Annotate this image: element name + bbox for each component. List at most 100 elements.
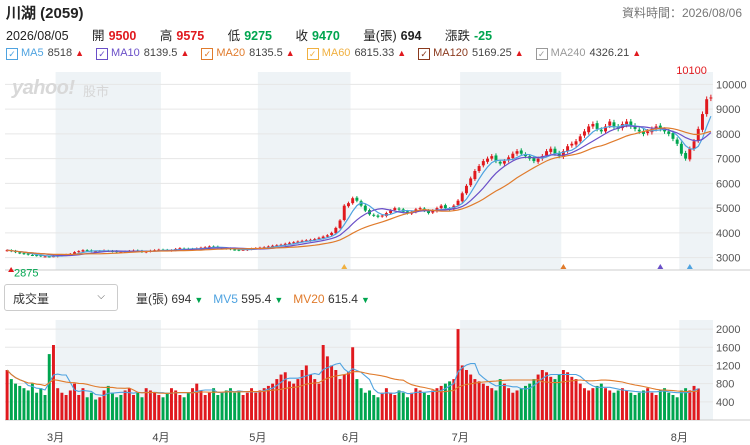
up-triangle-icon: ▲ [397, 48, 407, 58]
candle-body [81, 250, 85, 252]
volume-bar [283, 372, 287, 420]
ma-legend-ma20[interactable]: ✓ MA20 8135.5 ▲ [201, 47, 295, 60]
candle-body [578, 136, 582, 142]
volume-bar [612, 392, 616, 420]
indicator-select[interactable]: 成交量 ⌵ [4, 284, 118, 311]
candle-body [604, 126, 608, 132]
ma-legend-ma60[interactable]: ✓ MA60 6815.33 ▲ [306, 47, 407, 60]
candle-body [595, 123, 599, 129]
down-triangle-icon: ▼ [194, 295, 204, 305]
volume-bar [536, 374, 540, 420]
volume-bar [271, 383, 275, 420]
candle-body [443, 205, 447, 209]
volume-bar [456, 329, 460, 420]
volume-bar [157, 395, 161, 420]
candle-body [22, 253, 26, 255]
candle-body [633, 125, 637, 129]
candle-body [498, 161, 502, 164]
volume-label: 量(張) [363, 29, 397, 43]
price-tick-label: 6000 [716, 178, 740, 190]
volume-bar [671, 395, 675, 420]
volume-bar [641, 390, 645, 420]
volume-bar [557, 374, 561, 420]
candle-body [334, 227, 338, 234]
volume-bar [292, 383, 296, 420]
open-label: 開 [92, 29, 105, 43]
low-value: 9275 [244, 29, 272, 43]
candle-body [30, 254, 34, 256]
candle-body [637, 129, 641, 132]
candle-body [566, 146, 570, 152]
volume-bar [351, 347, 355, 420]
volume-bar [418, 390, 422, 420]
volume-bar [275, 379, 279, 420]
candle-body [287, 242, 291, 244]
ma-legend-ma120[interactable]: ✓ MA120 5169.25 ▲ [418, 47, 524, 60]
volume-bar [599, 383, 603, 420]
volume-bar [64, 395, 68, 420]
volume-bar [549, 376, 553, 420]
checkbox-icon[interactable]: ✓ [418, 48, 431, 60]
candle-body [372, 214, 376, 216]
candle-body [460, 193, 464, 202]
checkbox-icon[interactable]: ✓ [201, 48, 214, 60]
volume-bar [692, 385, 696, 420]
down-triangle-icon: ▼ [274, 295, 284, 305]
candle-body [553, 148, 557, 154]
volume-bar [224, 390, 228, 420]
volume-bar [650, 392, 654, 420]
volume-bar [9, 379, 13, 420]
candle-body [507, 157, 511, 161]
volume-bar [523, 385, 527, 420]
volume-value: 694 [400, 29, 422, 43]
volume-bar [30, 383, 34, 420]
volume-bar [56, 388, 60, 420]
watermark-subtitle: 股市 [83, 84, 110, 99]
volume-bar [608, 390, 612, 420]
ma-legend-ma240[interactable]: ✓ MA240 4326.21 ▲ [535, 47, 641, 60]
change-label: 漲跌 [444, 29, 470, 43]
mv20-line [6, 369, 699, 394]
volume-bar [81, 388, 85, 420]
price-tick-label: 4000 [716, 228, 740, 240]
candle-body [464, 185, 468, 194]
candle-body [549, 148, 553, 152]
volume-bar [368, 390, 372, 420]
candle-body [486, 158, 490, 162]
candle-body [671, 133, 675, 139]
checkbox-icon[interactable]: ✓ [96, 48, 109, 60]
volume-bar [629, 392, 633, 420]
volume-bar [110, 392, 114, 420]
volume-bar [435, 388, 439, 420]
ma-legend-ma10[interactable]: ✓ MA10 8139.5 ▲ [96, 47, 189, 60]
candle-body [359, 201, 363, 206]
volume-bar [477, 381, 481, 420]
volume-legend-item: MV20 615.4 ▼ [293, 292, 370, 306]
month-shade [460, 72, 562, 270]
volume-bar [486, 385, 490, 420]
volume-bar [654, 395, 658, 420]
volume-bar [136, 392, 140, 420]
candle-body [241, 249, 245, 251]
volume-bar [675, 397, 679, 420]
checkbox-icon[interactable]: ✓ [535, 48, 548, 60]
volume-tick-label: 1600 [716, 342, 740, 354]
volume-bar [35, 392, 39, 420]
volume-bar [372, 395, 376, 420]
volume-bar [380, 392, 384, 420]
volume-bar [494, 390, 498, 420]
candle-body [94, 251, 98, 253]
checkbox-icon[interactable]: ✓ [306, 48, 319, 60]
volume-bar [633, 395, 637, 420]
volume-bar [127, 388, 131, 420]
volume-bar [123, 390, 127, 420]
candle-body [557, 152, 561, 157]
checkbox-icon[interactable]: ✓ [6, 48, 18, 60]
volume-bar [448, 381, 452, 420]
volume-bar [389, 392, 393, 420]
volume-bar [574, 379, 578, 420]
ma-legend-ma5[interactable]: ✓ MA5 8518 ▲ [6, 47, 84, 60]
volume-bar [616, 390, 620, 420]
candle-body [532, 157, 536, 162]
